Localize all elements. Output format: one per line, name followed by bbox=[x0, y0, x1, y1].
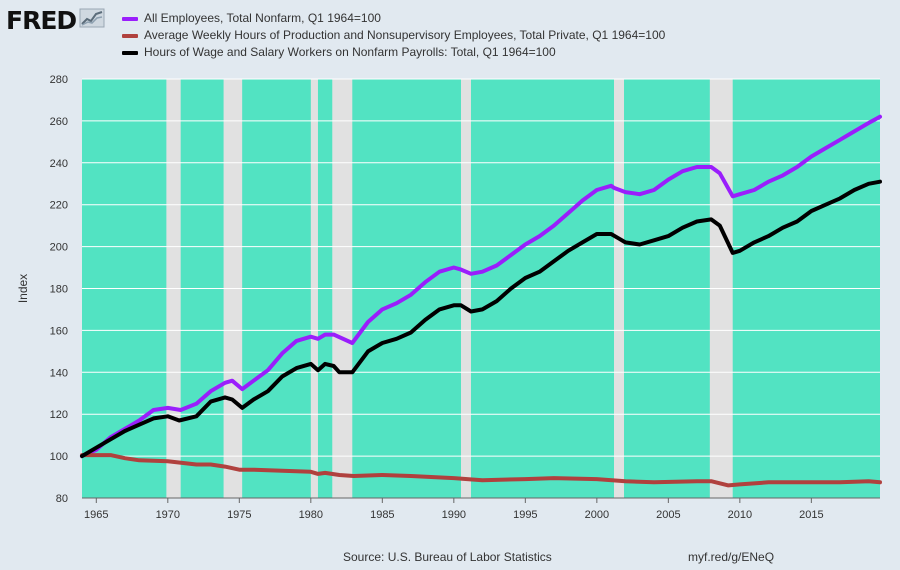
x-tick-label: 2015 bbox=[799, 509, 823, 521]
y-tick-label: 80 bbox=[56, 493, 68, 505]
series-line bbox=[80, 453, 882, 488]
legend-item-hours-wage-salary[interactable]: Hours of Wage and Salary Workers on Nonf… bbox=[122, 44, 665, 61]
x-tick-label: 1975 bbox=[227, 509, 251, 521]
y-axis-title: Index bbox=[16, 274, 30, 303]
x-tick-label: 2000 bbox=[585, 509, 609, 521]
legend-swatch bbox=[122, 16, 138, 21]
fred-logo[interactable]: FRED bbox=[6, 6, 105, 35]
x-tick-label: 1970 bbox=[156, 509, 180, 521]
x-tick-label: 1965 bbox=[84, 509, 108, 521]
legend-label: Hours of Wage and Salary Workers on Nonf… bbox=[144, 45, 556, 59]
x-tick-label: 1995 bbox=[513, 509, 537, 521]
fred-logo-text: FRED bbox=[6, 6, 77, 35]
legend-label: Average Weekly Hours of Production and N… bbox=[144, 28, 666, 42]
y-tick-label: 100 bbox=[50, 451, 68, 463]
y-tick-label: 220 bbox=[50, 200, 68, 212]
y-tick-label: 120 bbox=[50, 409, 68, 421]
y-tick-label: 140 bbox=[50, 367, 68, 379]
legend-swatch bbox=[122, 33, 138, 38]
y-tick-label: 200 bbox=[50, 242, 68, 254]
x-tick-label: 1980 bbox=[299, 509, 323, 521]
y-tick-label: 260 bbox=[50, 116, 68, 128]
y-tick-label: 160 bbox=[50, 325, 68, 337]
legend-item-weekly-hours[interactable]: Average Weekly Hours of Production and N… bbox=[122, 27, 665, 44]
legend-label: All Employees, Total Nonfarm, Q1 1964=10… bbox=[144, 11, 381, 25]
x-tick-label: 2005 bbox=[656, 509, 680, 521]
legend-swatch bbox=[122, 50, 138, 55]
x-tick-label: 1990 bbox=[442, 509, 466, 521]
line-chart-icon bbox=[79, 8, 105, 33]
legend-item-total-nonfarm[interactable]: All Employees, Total Nonfarm, Q1 1964=10… bbox=[122, 10, 665, 27]
x-tick-label: 2010 bbox=[728, 509, 752, 521]
series-line bbox=[80, 179, 882, 459]
series-line bbox=[80, 114, 882, 459]
short-link[interactable]: myf.red/g/ENeQ bbox=[688, 550, 775, 564]
y-tick-label: 180 bbox=[50, 284, 68, 296]
chart-legend: All Employees, Total Nonfarm, Q1 1964=10… bbox=[122, 10, 665, 61]
source-note: Source: U.S. Bureau of Labor Statistics bbox=[343, 550, 552, 564]
x-tick-label: 1985 bbox=[370, 509, 394, 521]
y-tick-label: 240 bbox=[50, 158, 68, 170]
y-tick-label: 280 bbox=[50, 74, 68, 86]
